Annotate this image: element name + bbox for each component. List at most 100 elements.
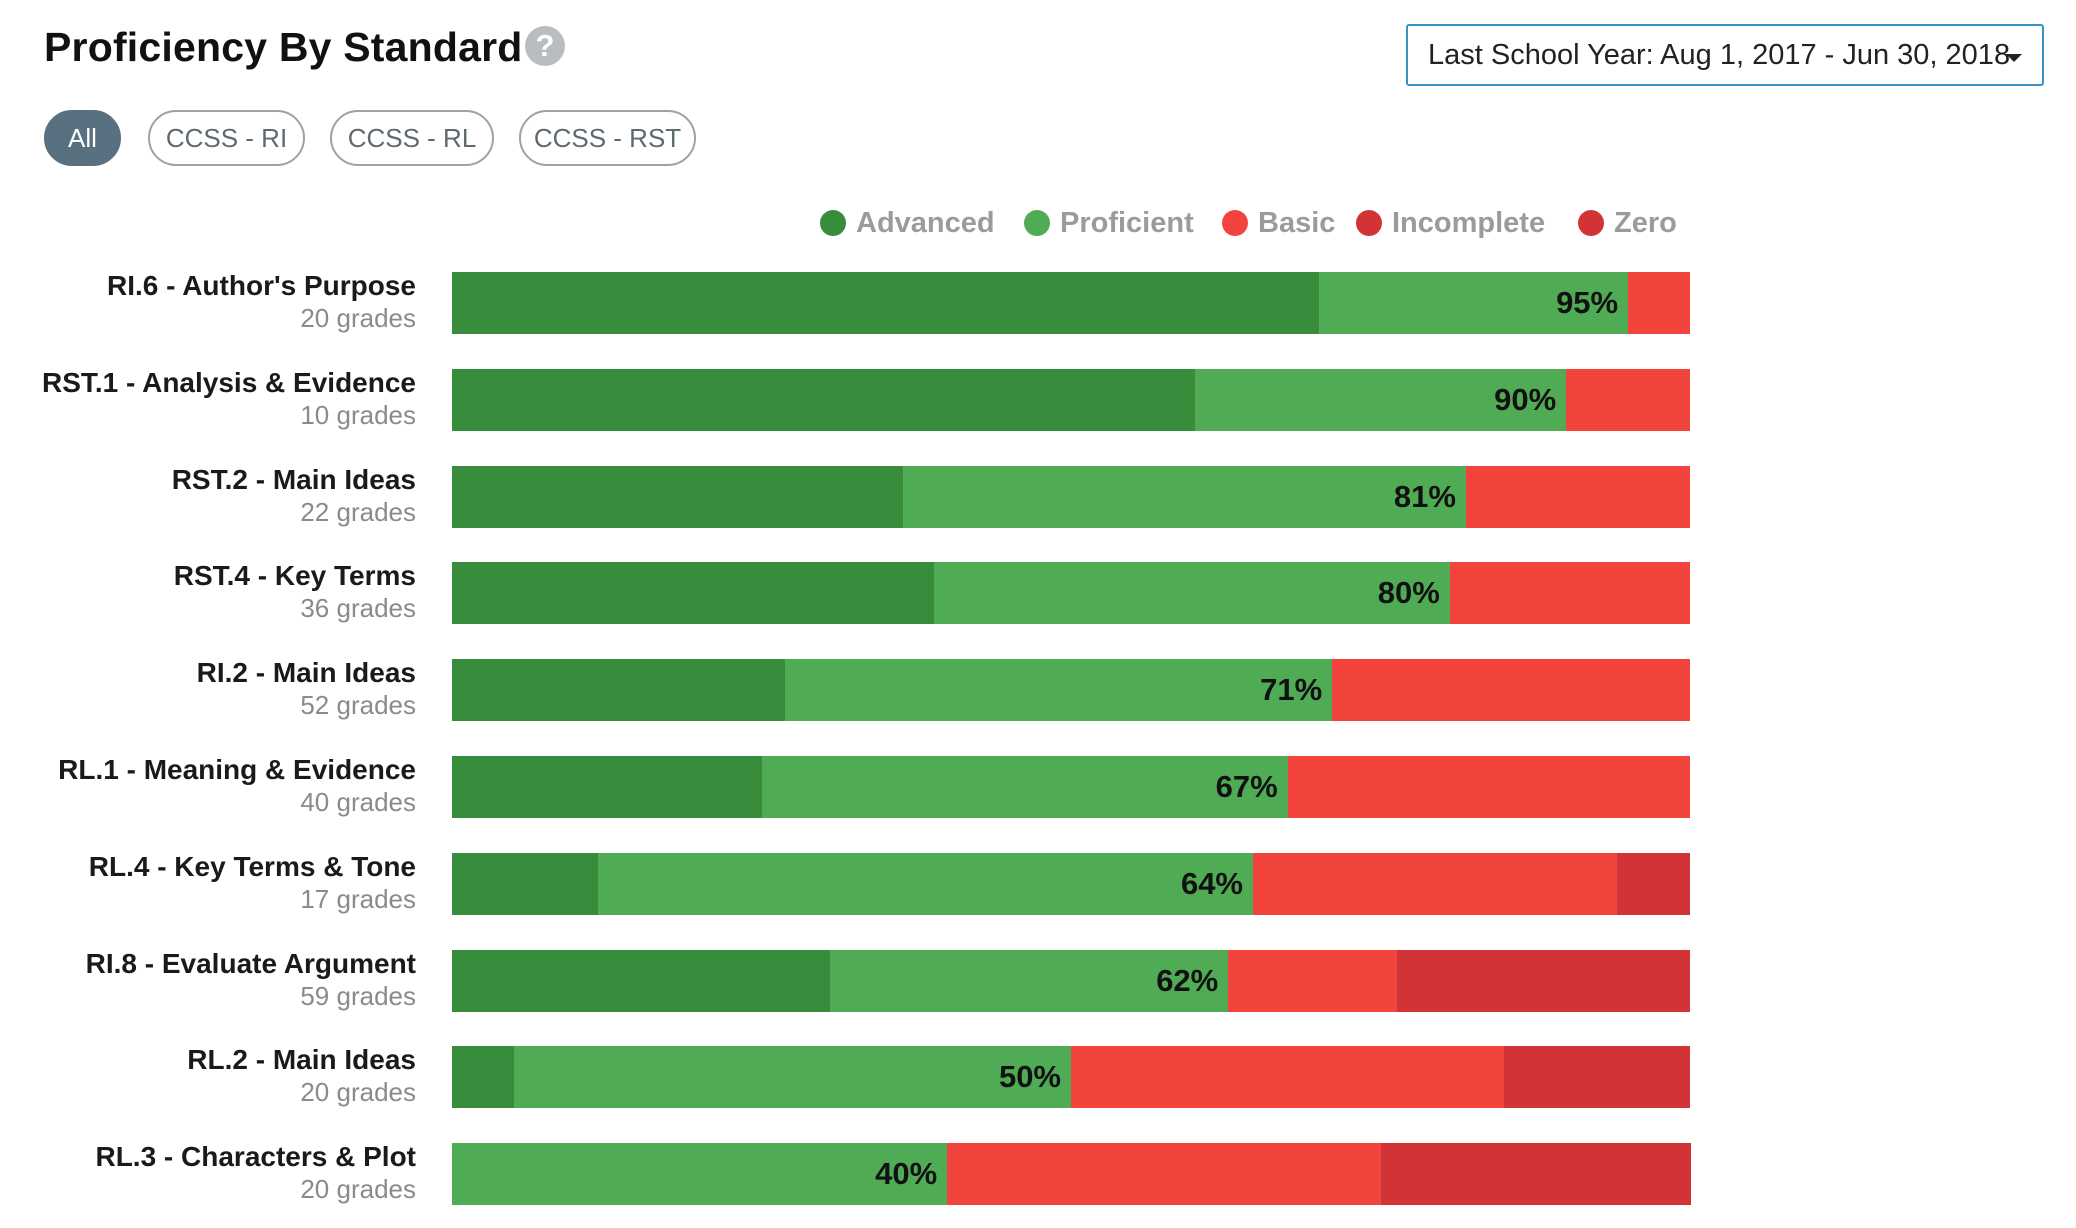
proficiency-bar[interactable]: 50% [452, 1046, 1691, 1109]
percent-label: 64% [1180, 865, 1243, 901]
legend-label: Proficient [1060, 206, 1194, 239]
percent-label: 81% [1393, 478, 1456, 514]
legend-label: Zero [1614, 206, 1677, 239]
bar-segment-basic[interactable] [1566, 368, 1691, 431]
proficiency-bar[interactable]: 40% [452, 1143, 1691, 1206]
bar-segment-proficient[interactable] [902, 465, 1467, 528]
grade-count: 52 grades [300, 690, 416, 721]
percent-label: 95% [1556, 285, 1619, 320]
date-range-label: Last School Year: Aug 1, 2017 - Jun 30, … [1428, 39, 2011, 71]
standard-name[interactable]: RST.1 - Analysis & Evidence [42, 366, 416, 398]
legend-dot-icon [1024, 210, 1050, 236]
row-label: RST.2 - Main Ideas 22 grades [0, 464, 416, 528]
standard-name[interactable]: RI.6 - Author's Purpose [107, 270, 416, 301]
percent-label: 67% [1215, 769, 1278, 804]
legend-label: Basic [1258, 206, 1336, 239]
bar-segment-advanced[interactable] [452, 949, 831, 1012]
standard-name[interactable]: RL.1 - Meaning & Evidence [58, 754, 416, 785]
bar-segment-proficient[interactable] [598, 852, 1254, 915]
row-label: RI.8 - Evaluate Argument 59 grades [0, 948, 416, 1012]
bar-segment-proficient[interactable] [829, 949, 1229, 1012]
grade-count: 20 grades [300, 1174, 416, 1205]
legend-item-proficient[interactable]: Proficient [1024, 205, 1194, 241]
percent-label: 40% [875, 1156, 938, 1192]
bar-segment-incomplete[interactable] [1504, 1046, 1691, 1109]
filter-ccss-ri[interactable]: CCSS - RI [148, 110, 305, 166]
grade-count: 20 grades [300, 303, 416, 333]
bar-segment-basic[interactable] [1332, 659, 1691, 722]
bar-segment-incomplete[interactable] [1616, 852, 1691, 915]
standard-name[interactable]: RI.8 - Evaluate Argument [85, 947, 416, 979]
legend-dot-icon [820, 210, 846, 236]
bar-segment-proficient[interactable] [785, 659, 1333, 722]
page-title: Proficiency By Standard [44, 24, 523, 70]
bar-segment-advanced[interactable] [452, 852, 599, 915]
row-label: RST.4 - Key Terms 36 grades [0, 560, 416, 624]
bar-segment-basic[interactable] [1287, 756, 1691, 818]
bar-segment-proficient[interactable] [513, 1046, 1072, 1109]
proficiency-bar[interactable]: 95% [452, 272, 1691, 334]
bar-segment-advanced[interactable] [452, 272, 1320, 334]
proficiency-bar[interactable]: 62% [452, 949, 1691, 1012]
bar-segment-basic[interactable] [1628, 272, 1691, 334]
bar-segment-proficient[interactable] [933, 562, 1451, 625]
standard-name[interactable]: RL.4 - Key Terms & Tone [88, 850, 416, 882]
proficiency-bar[interactable]: 81% [452, 465, 1691, 528]
question-circle-icon[interactable]: ? [525, 26, 565, 66]
percent-label: 90% [1494, 381, 1557, 417]
proficiency-bar[interactable]: 71% [452, 659, 1691, 722]
proficiency-bar[interactable]: 90% [452, 368, 1691, 431]
grade-count: 36 grades [300, 593, 416, 624]
percent-label: 62% [1156, 962, 1219, 998]
filter-ccss-rst[interactable]: CCSS - RST [519, 110, 696, 166]
row-label: RL.4 - Key Terms & Tone 17 grades [0, 851, 416, 915]
percent-label: 71% [1260, 672, 1323, 708]
bar-segment-advanced[interactable] [452, 465, 904, 528]
grade-count: 22 grades [300, 496, 416, 527]
legend-dot-icon [1356, 210, 1382, 236]
bar-segment-basic[interactable] [1071, 1046, 1505, 1109]
bar-segment-incomplete[interactable] [1396, 949, 1691, 1012]
legend-item-basic[interactable]: Basic [1222, 205, 1335, 241]
bar-segment-advanced[interactable] [452, 368, 1196, 431]
standard-name[interactable]: RL.3 - Characters & Plot [95, 1141, 416, 1173]
bar-segment-advanced[interactable] [452, 1046, 515, 1109]
bar-segment-basic[interactable] [1252, 852, 1618, 915]
row-label: RI.2 - Main Ideas 52 grades [0, 657, 416, 721]
standard-name[interactable]: RI.2 - Main Ideas [196, 657, 416, 689]
standard-name[interactable]: RL.2 - Main Ideas [187, 1044, 416, 1076]
standard-name[interactable]: RST.4 - Key Terms [173, 560, 416, 592]
bar-segment-basic[interactable] [1228, 949, 1398, 1012]
row-label: RL.1 - Meaning & Evidence 40 grades [0, 754, 416, 818]
percent-label: 50% [998, 1059, 1061, 1095]
grade-count: 17 grades [300, 883, 416, 914]
filter-all[interactable]: All [44, 110, 121, 166]
row-label: RI.6 - Author's Purpose 20 grades [0, 270, 416, 334]
legend-item-incomplete[interactable]: Incomplete [1356, 205, 1545, 241]
bar-segment-advanced[interactable] [452, 562, 935, 625]
grade-count: 10 grades [300, 399, 416, 430]
bar-segment-basic[interactable] [1465, 465, 1691, 528]
row-label: RL.2 - Main Ideas 20 grades [0, 1044, 416, 1108]
bar-segment-basic[interactable] [1449, 562, 1691, 625]
bar-segment-proficient[interactable] [761, 756, 1289, 818]
bar-segment-proficient[interactable] [1194, 368, 1567, 431]
bar-segment-advanced[interactable] [452, 659, 786, 722]
standard-name[interactable]: RST.2 - Main Ideas [171, 463, 416, 495]
bar-segment-incomplete[interactable] [1380, 1143, 1691, 1206]
bar-segment-proficient[interactable] [1318, 272, 1629, 334]
legend-item-advanced[interactable]: Advanced [820, 205, 995, 241]
caret-down-icon [2006, 54, 2022, 62]
bar-segment-advanced[interactable] [452, 756, 762, 818]
bar-segment-basic[interactable] [947, 1143, 1381, 1206]
filter-ccss-rl[interactable]: CCSS - RL [330, 110, 494, 166]
proficiency-bar[interactable]: 64% [452, 852, 1691, 915]
percent-label: 80% [1377, 575, 1440, 611]
row-label: RL.3 - Characters & Plot 20 grades [0, 1141, 416, 1205]
row-label: RST.1 - Analysis & Evidence 10 grades [0, 367, 416, 431]
proficiency-bar[interactable]: 67% [452, 756, 1691, 818]
proficiency-bar[interactable]: 80% [452, 562, 1691, 625]
bar-segment-proficient[interactable] [452, 1143, 948, 1206]
legend-item-zero[interactable]: Zero [1578, 205, 1677, 241]
date-range-dropdown[interactable]: Last School Year: Aug 1, 2017 - Jun 30, … [1406, 24, 2044, 86]
